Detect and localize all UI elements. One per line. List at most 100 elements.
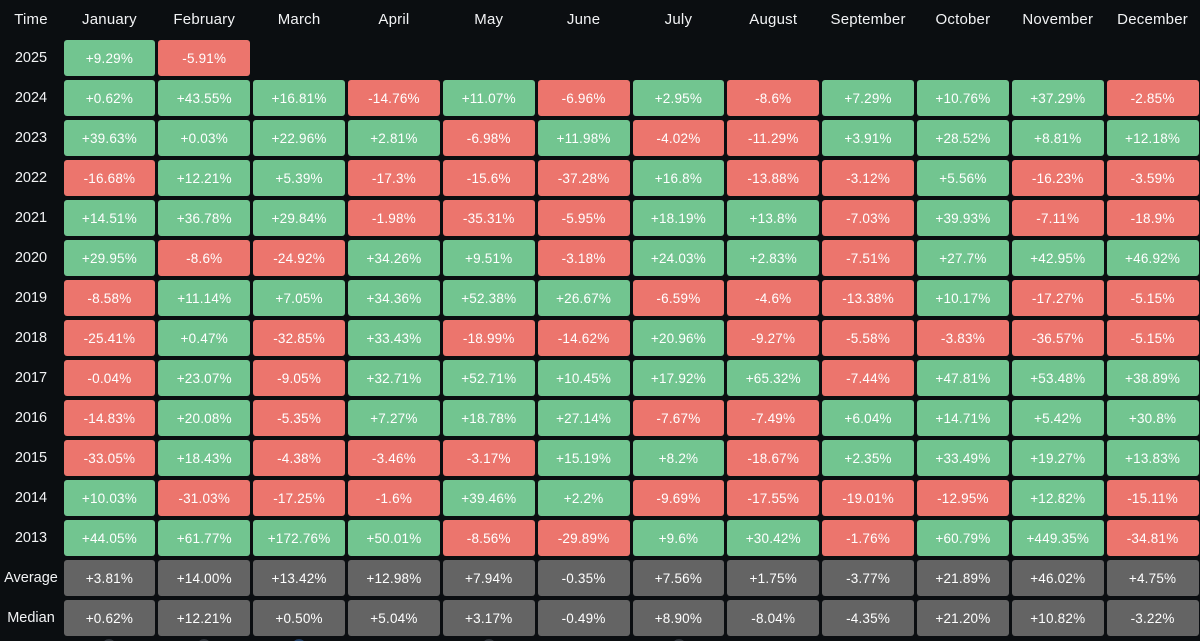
return-value: -15.11% <box>1106 480 1199 516</box>
return-cell: +11.07% <box>441 78 536 118</box>
return-cell: +39.46% <box>441 478 536 518</box>
return-cell: +5.39% <box>252 158 347 198</box>
return-value: -6.96% <box>537 80 630 116</box>
row-label-2014: 2014 <box>14 490 48 506</box>
return-value: +1.75% <box>727 560 820 596</box>
return-value: -36.57% <box>1011 320 1104 356</box>
return-value: +30.42% <box>727 520 820 556</box>
return-cell: -7.49% <box>726 398 821 438</box>
return-value: +39.93% <box>917 200 1009 236</box>
return-value: +20.96% <box>632 320 725 356</box>
return-cell: +22.96% <box>252 118 347 158</box>
return-value: +0.03% <box>158 120 251 156</box>
month-header-december: December <box>1117 10 1188 28</box>
month-header-april: April <box>378 10 410 28</box>
return-cell: +7.29% <box>821 78 916 118</box>
return-cell: -4.35% <box>821 598 916 638</box>
return-cell: -1.6% <box>347 478 442 518</box>
return-cell: +13.42% <box>252 558 347 598</box>
return-cell: -15.6% <box>441 158 536 198</box>
return-value: -6.98% <box>442 120 535 156</box>
return-value: +14.71% <box>917 400 1009 436</box>
cropped-row-strip <box>0 638 1200 641</box>
return-value: +61.77% <box>158 520 251 556</box>
return-cell: +33.49% <box>916 438 1011 478</box>
return-value: -9.27% <box>727 320 820 356</box>
return-cell: -18.9% <box>1105 198 1200 238</box>
return-value: -6.59% <box>632 280 725 316</box>
return-value: -33.05% <box>63 440 156 476</box>
return-value: -11.29% <box>727 120 820 156</box>
row-label-2019: 2019 <box>14 290 48 306</box>
return-cell: +8.81% <box>1010 118 1105 158</box>
return-value: -35.31% <box>442 200 535 236</box>
return-cell: +5.56% <box>916 158 1011 198</box>
return-cell: -5.15% <box>1105 278 1200 318</box>
return-value: -3.83% <box>917 320 1009 356</box>
return-cell: -14.76% <box>347 78 442 118</box>
return-value: -16.68% <box>63 160 156 196</box>
return-value: -34.81% <box>1106 520 1199 556</box>
return-cell: +38.89% <box>1105 358 1200 398</box>
return-cell: +21.89% <box>916 558 1011 598</box>
return-value: +23.07% <box>158 360 251 396</box>
return-cell: +27.14% <box>536 398 631 438</box>
return-cell: +20.96% <box>631 318 726 358</box>
return-cell: +2.2% <box>536 478 631 518</box>
return-value: +16.8% <box>632 160 725 196</box>
return-value: +9.51% <box>442 240 535 276</box>
return-cell: +52.38% <box>441 278 536 318</box>
month-header-january: January <box>82 10 137 28</box>
return-cell: +13.83% <box>1105 438 1200 478</box>
return-cell: -24.92% <box>252 238 347 278</box>
return-value: +46.02% <box>1011 560 1104 596</box>
return-value: -8.56% <box>442 520 535 556</box>
return-value: -17.25% <box>253 480 345 516</box>
return-value: +47.81% <box>917 360 1009 396</box>
return-cell: +2.83% <box>726 238 821 278</box>
return-cell: +2.35% <box>821 438 916 478</box>
return-value: -1.98% <box>348 200 440 236</box>
row-label-2024: 2024 <box>14 90 48 106</box>
return-cell: -35.31% <box>441 198 536 238</box>
return-cell: +16.81% <box>252 78 347 118</box>
empty-cell <box>631 38 726 78</box>
row-label-2018: 2018 <box>14 330 48 346</box>
return-value: +5.04% <box>348 600 440 636</box>
return-value: +28.52% <box>917 120 1009 156</box>
return-cell: +2.95% <box>631 78 726 118</box>
return-cell: -3.83% <box>916 318 1011 358</box>
return-cell: +42.95% <box>1010 238 1105 278</box>
return-value: +17.92% <box>632 360 725 396</box>
return-value: -14.76% <box>348 80 440 116</box>
return-value: +34.26% <box>348 240 440 276</box>
return-cell: +3.91% <box>821 118 916 158</box>
return-value: +24.03% <box>632 240 725 276</box>
return-value: +52.71% <box>442 360 535 396</box>
return-cell: +30.8% <box>1105 398 1200 438</box>
return-cell: +39.93% <box>916 198 1011 238</box>
return-cell: -6.96% <box>536 78 631 118</box>
row-label-2017: 2017 <box>14 370 48 386</box>
return-cell: +7.27% <box>347 398 442 438</box>
return-cell: -5.91% <box>157 38 252 78</box>
return-value: +29.95% <box>63 240 156 276</box>
row-label-2025: 2025 <box>14 50 48 66</box>
return-value: -7.03% <box>822 200 914 236</box>
return-value: -3.12% <box>822 160 914 196</box>
return-cell: +3.81% <box>62 558 157 598</box>
return-value: -24.92% <box>253 240 345 276</box>
return-value: -7.49% <box>727 400 820 436</box>
return-value: -8.6% <box>158 240 251 276</box>
return-value: -8.04% <box>727 600 820 636</box>
return-value: +11.14% <box>158 280 251 316</box>
return-cell: +33.43% <box>347 318 442 358</box>
return-cell: +36.78% <box>157 198 252 238</box>
return-cell: +32.71% <box>347 358 442 398</box>
return-cell: +44.05% <box>62 518 157 558</box>
return-cell: +0.62% <box>62 78 157 118</box>
return-cell: -14.83% <box>62 398 157 438</box>
return-value: -29.89% <box>537 520 630 556</box>
return-value: -7.51% <box>822 240 914 276</box>
return-value: +10.03% <box>63 480 156 516</box>
